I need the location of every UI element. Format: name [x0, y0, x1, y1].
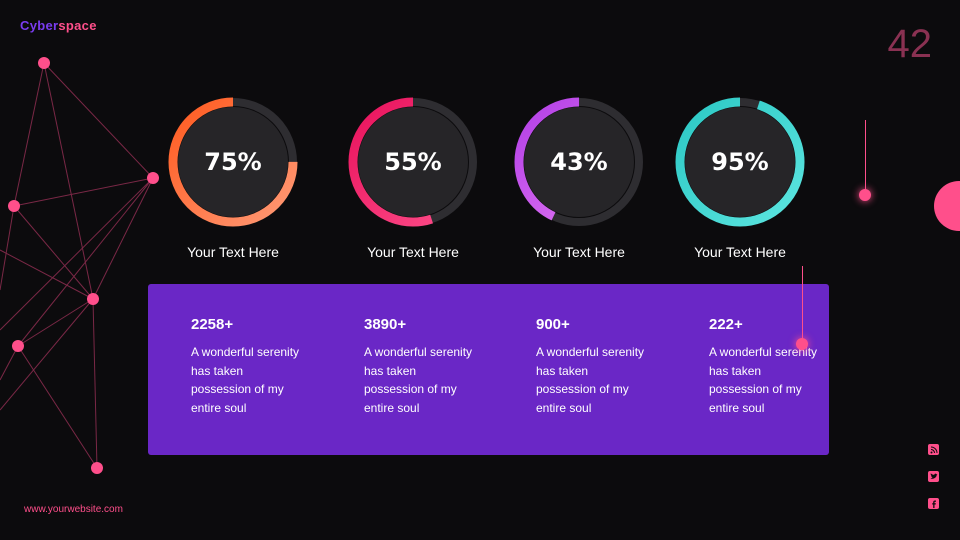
twitter-icon[interactable]: [928, 471, 939, 482]
gauge-progress-arc: [168, 97, 298, 227]
stat-number: 2258+: [191, 316, 234, 333]
stat-number: 900+: [536, 316, 570, 333]
gauge-progress-arc: [514, 97, 644, 227]
page-number: 42: [887, 22, 933, 66]
gauge-ring: [675, 97, 805, 227]
gauge-2: 55%: [343, 92, 483, 232]
gauge-percent: 95%: [711, 148, 769, 176]
stat-block: 900+ A wonderful serenity has taken poss…: [536, 316, 676, 417]
accent-line: [802, 266, 803, 340]
gauge-1: 75%: [163, 92, 303, 232]
gauge-inner: [178, 107, 288, 217]
network-node: [38, 57, 50, 69]
gauge-ring: [348, 97, 478, 227]
network-decoration: [0, 57, 159, 474]
gauge-ring: [168, 97, 298, 227]
facebook-icon[interactable]: [928, 498, 939, 509]
brand-part1: Cyber: [20, 18, 59, 33]
gauge-caption: Your Text Here: [533, 244, 625, 260]
accent-dot: [796, 338, 808, 350]
network-node: [8, 200, 20, 212]
gauge-3: 43%: [509, 92, 649, 232]
stat-description: A wonderful serenity has taken possessio…: [709, 345, 818, 415]
network-node: [12, 340, 24, 352]
accent-line: [865, 120, 866, 192]
gauge-4: 95%: [670, 92, 810, 232]
gauge-progress-arc: [348, 97, 478, 227]
stat-block: 3890+ A wonderful serenity has taken pos…: [364, 316, 504, 417]
decorative-circle: [934, 181, 960, 231]
stat-description: A wonderful serenity has taken possessio…: [536, 345, 645, 415]
network-node: [87, 293, 99, 305]
network-node: [147, 172, 159, 184]
stat-block: 2258+ A wonderful serenity has taken pos…: [191, 316, 331, 417]
accent-dot: [859, 189, 871, 201]
gauge-percent: 75%: [204, 148, 262, 176]
website-link[interactable]: www.yourwebsite.com: [24, 504, 123, 515]
gauge-progress-arc: [675, 97, 805, 227]
brand-part2: space: [58, 18, 97, 33]
gauge-percent: 43%: [550, 148, 608, 176]
stat-description: A wonderful serenity has taken possessio…: [364, 345, 473, 415]
gauge-percent: 55%: [384, 148, 442, 176]
stat-number: 3890+: [364, 316, 407, 333]
rss-icon[interactable]: [928, 444, 939, 455]
gauge-inner: [358, 107, 468, 217]
gauge-inner: [524, 107, 634, 217]
gauge-inner: [685, 107, 795, 217]
stat-number: 222+: [709, 316, 743, 333]
gauge-caption: Your Text Here: [367, 244, 459, 260]
gauge-ring: [514, 97, 644, 227]
gauge-caption: Your Text Here: [187, 244, 279, 260]
stats-panel: 2258+ A wonderful serenity has taken pos…: [148, 284, 829, 455]
stat-block: 222+ A wonderful serenity has taken poss…: [709, 316, 849, 417]
network-node: [91, 462, 103, 474]
brand-logo: Cyberspace: [20, 18, 97, 33]
stat-description: A wonderful serenity has taken possessio…: [191, 345, 300, 415]
gauge-caption: Your Text Here: [694, 244, 786, 260]
